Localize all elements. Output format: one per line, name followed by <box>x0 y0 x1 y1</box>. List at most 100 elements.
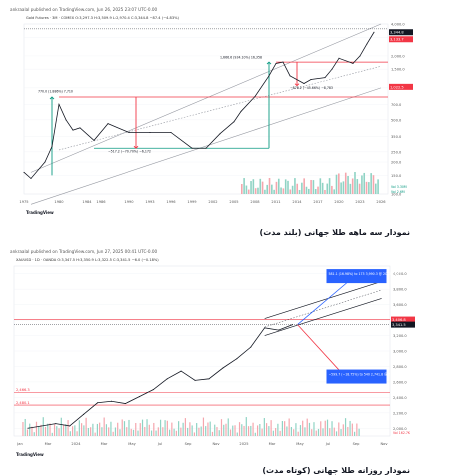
volume-bar <box>286 426 288 436</box>
y-tick-label: 500.0 <box>391 118 402 122</box>
volume-bar <box>317 186 319 194</box>
volume-bar <box>92 423 94 436</box>
volume-bar <box>259 424 261 436</box>
volume-bar <box>247 426 250 436</box>
volume-bar <box>304 427 306 436</box>
volume-bar <box>333 189 335 194</box>
volume-bar <box>200 426 202 436</box>
symbol-line: XAUUSD · 1D · OANDA O:3,347.5 H:3,350.9 … <box>16 258 159 262</box>
price-point <box>30 177 32 179</box>
volume-bar <box>302 420 304 436</box>
volume-bar <box>110 421 112 436</box>
volume-bar <box>280 187 282 194</box>
x-tick-label: 1999 <box>187 200 197 204</box>
volume-bar <box>76 431 78 436</box>
price-point <box>110 400 112 402</box>
price-point <box>268 75 270 77</box>
volume-bar <box>342 181 345 194</box>
volume-bar <box>277 178 280 194</box>
price-point <box>359 55 361 57</box>
price-point <box>254 95 256 97</box>
price-point <box>310 78 312 80</box>
volume-bar <box>132 429 135 436</box>
volume-bar <box>207 422 209 436</box>
volume-bar <box>209 421 211 436</box>
annotation-label: −599.7 (−18.75%) to 540 2,741.8 @ 2025-0… <box>328 373 406 377</box>
volume-bar <box>250 181 252 194</box>
volume-bar <box>121 419 123 436</box>
volume-bar <box>173 428 175 436</box>
price-tag-label: 1,022.5 <box>390 85 404 89</box>
volume-bar <box>329 428 331 436</box>
volume-bar <box>139 423 141 436</box>
volume-bar <box>148 424 150 436</box>
annotation-box-up <box>326 269 387 284</box>
volume-bar <box>229 429 232 436</box>
annotation-label: −517.2 (−70.70%) −6,172 <box>108 150 151 154</box>
volume-bar <box>71 426 74 436</box>
volume-bar <box>83 425 85 436</box>
x-tick-label: Mar <box>269 442 276 446</box>
volume-bar <box>112 431 114 436</box>
price-point <box>170 131 172 133</box>
x-tick-label: May <box>128 442 136 446</box>
volume-bar <box>335 174 338 194</box>
volume-bar <box>49 423 51 436</box>
volume-bar <box>236 432 238 436</box>
volume-bar <box>245 185 248 194</box>
volume-bar <box>99 422 101 436</box>
tradingview-logo: TradingView <box>16 452 44 457</box>
volume-bar <box>374 183 377 194</box>
x-tick-label: 1986 <box>96 200 106 204</box>
y-tick-label: 2,400.0 <box>393 396 407 400</box>
volume-bar <box>250 425 252 436</box>
x-tick-label: Mar <box>45 442 52 446</box>
price-point <box>338 57 340 59</box>
volume-bar <box>275 181 278 194</box>
volume-bar <box>295 423 297 436</box>
channel-midline <box>264 289 382 328</box>
x-tick-label: 2002 <box>208 200 217 204</box>
price-point <box>331 68 333 70</box>
price-point <box>352 62 354 64</box>
volume-bar <box>279 430 281 436</box>
price-point <box>208 378 210 380</box>
y-tick-label: 250.0 <box>391 150 402 154</box>
volume-bar <box>308 422 311 436</box>
y-tick-label: 2,800.0 <box>393 365 407 369</box>
x-tick-label: 1990 <box>124 200 134 204</box>
volume-bar <box>270 420 272 436</box>
volume-bar <box>81 423 83 436</box>
volume-bar <box>335 431 338 436</box>
volume-bar <box>293 429 295 436</box>
price-tag <box>389 83 413 90</box>
volume-bar <box>313 422 315 436</box>
volume-bar <box>42 417 44 436</box>
price-point <box>58 103 60 105</box>
volume-bar <box>114 427 117 436</box>
volume-bar <box>361 175 363 194</box>
measure-arrow-up-head <box>49 96 55 100</box>
volume-bar <box>349 420 351 436</box>
volume-bar <box>271 184 273 194</box>
price-point <box>233 121 235 123</box>
price-point <box>166 378 168 380</box>
volume-bar <box>247 189 250 194</box>
volume-bar <box>69 431 71 436</box>
volume-bar <box>282 188 285 194</box>
volume-bar <box>331 421 333 436</box>
volume-bar <box>353 431 356 436</box>
volume-bar <box>193 432 196 436</box>
x-tick-label: 1984 <box>82 200 92 204</box>
volume-bar <box>340 429 342 436</box>
x-tick-label: 2008 <box>250 200 260 204</box>
volume-bar <box>354 172 356 194</box>
x-tick-label: 1996 <box>166 200 176 204</box>
caption-long-term: نمودار سه ماهه طلا جهانی (بلند مدت) <box>259 228 410 237</box>
volume-bar <box>347 176 349 194</box>
volume-bar <box>205 426 207 436</box>
volume-bar <box>214 424 216 436</box>
volume-bar <box>232 425 234 436</box>
chart-long-term: ankraalal published on TradingView.com, … <box>8 4 418 220</box>
volume-bar <box>225 423 227 436</box>
